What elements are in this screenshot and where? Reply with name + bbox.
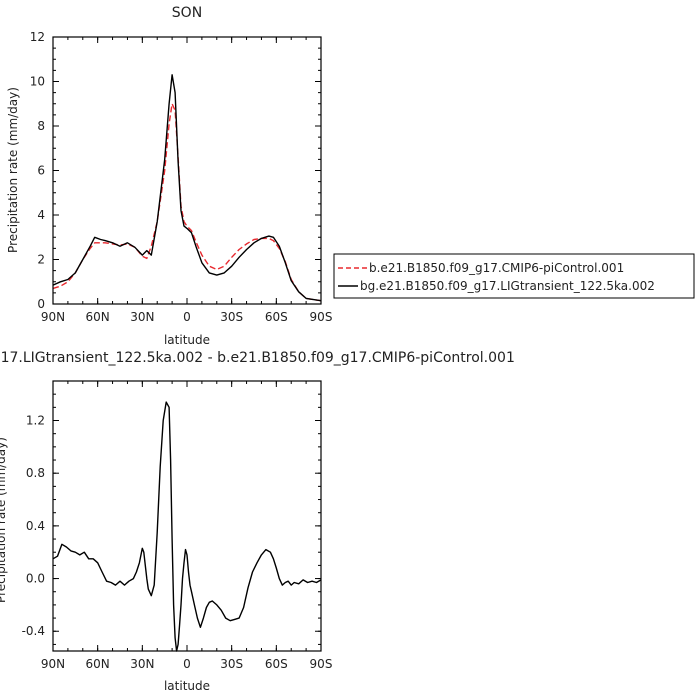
bottom-chart-series (52, 401, 322, 652)
bottom-chart-ticks: 90N 60N 30N 0 30S 60S 90S -0.4 0.0 0.4 0.8 1.2 (22, 380, 333, 671)
y-tick-label: 4 (37, 208, 45, 222)
y-tick-label: 0.8 (26, 466, 45, 480)
x-tick-label: 90S (310, 657, 333, 671)
y-tick-label: 1.2 (26, 414, 45, 428)
legend-label-picontrol: b.e21.B1850.f09_g17.CMIP6-piControl.001 (369, 261, 624, 275)
top-chart-title: SON (172, 5, 202, 21)
top-chart-series (52, 74, 322, 302)
chart0-series-line-0 (52, 103, 322, 302)
y-tick-label: 8 (37, 119, 45, 133)
chart1-series-line-0 (52, 401, 322, 652)
x-tick-label: 0 (183, 657, 191, 671)
x-tick-label: 30N (130, 310, 154, 324)
legend-box (333, 253, 695, 299)
bottom-chart-y-axis-label: Precipitation rate (mm/day) (0, 437, 8, 603)
y-tick-label: 0 (37, 297, 45, 311)
top-chart-plot-frame (52, 36, 322, 305)
top-chart: SON Precipitation rate (mm/day) latitude… (6, 5, 332, 347)
x-tick-label: 90S (310, 310, 333, 324)
chart0-series-line-1 (52, 74, 322, 302)
legend-label-ligtransient: bg.e21.B1850.f09_g17.LIGtransient_122.5k… (360, 279, 655, 293)
y-tick-label: 6 (37, 164, 45, 178)
x-tick-label: 60N (86, 657, 110, 671)
top-chart-x-axis-label: latitude (164, 333, 210, 347)
top-chart-y-axis-label: Precipitation rate (mm/day) (6, 87, 20, 253)
y-tick-label: 2 (37, 253, 45, 267)
top-chart-ticks: 90N 60N 30N 0 30S 60S 90S 0 2 4 6 8 10 12 (30, 30, 333, 324)
y-tick-label: 12 (30, 30, 45, 44)
x-tick-label: 30S (220, 310, 243, 324)
x-tick-label: 90N (41, 657, 65, 671)
y-tick-label: 10 (30, 75, 45, 89)
x-tick-label: 90N (41, 310, 65, 324)
x-tick-label: 60S (265, 657, 288, 671)
y-tick-label: 0.0 (26, 572, 45, 586)
x-tick-label: 60S (265, 310, 288, 324)
x-tick-label: 30S (220, 657, 243, 671)
x-tick-label: 60N (86, 310, 110, 324)
y-tick-label: -0.4 (22, 624, 45, 638)
y-tick-label: 0.4 (26, 519, 45, 533)
bottom-chart-title: bg.e21.B1850.f09_g17.LIGtransient_122.5k… (0, 350, 515, 366)
x-tick-label: 30N (130, 657, 154, 671)
bottom-chart: bg.e21.B1850.f09_g17.LIGtransient_122.5k… (0, 350, 515, 693)
bottom-chart-x-axis-label: latitude (164, 679, 210, 693)
bottom-chart-plot-frame (52, 380, 322, 652)
x-tick-label: 0 (183, 310, 191, 324)
legend: b.e21.B1850.f09_g17.CMIP6-piControl.001 … (333, 253, 695, 299)
